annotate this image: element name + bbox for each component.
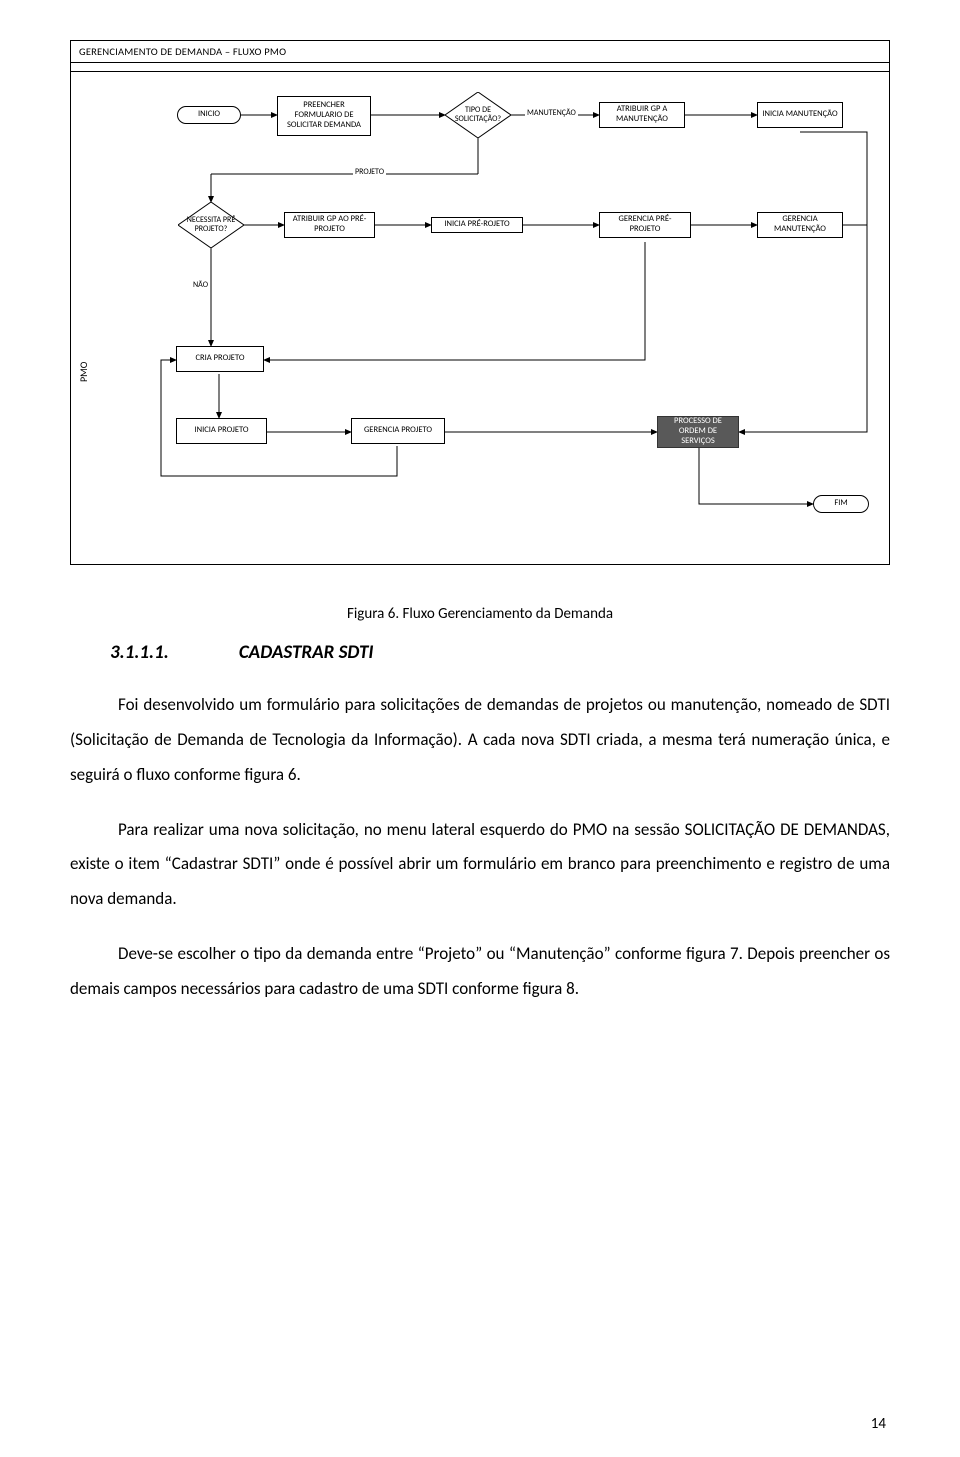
node-inicia-preroj: INICIA PRÉ-ROJETO — [431, 217, 523, 233]
node-atribuir-manutencao: ATRIBUIR GP A MANUTENÇÃO — [599, 102, 685, 128]
node-gerencia-pre: GERENCIA PRÉ-PROJETO — [599, 212, 691, 238]
node-preencher: PREENCHER FORMULARIO DE SOLICITAR DEMAND… — [277, 96, 371, 136]
flowchart-body: PMO INICIO PREENCHER FORMULARIO DE SOLIC… — [71, 72, 889, 564]
page-number: 14 — [871, 1415, 886, 1433]
node-inicia-manutencao: INICIA MANUTENÇÃO — [757, 102, 843, 128]
node-atribuir-pre: ATRIBUIR GP AO PRÉ-PROJETO — [284, 212, 375, 238]
node-tipo: TIPO DE SOLICITAÇÃO? — [445, 92, 511, 138]
node-gerencia-man: GERENCIA MANUTENÇÃO — [757, 212, 843, 238]
flowchart-title: GERENCIAMENTO DE DEMANDA – FLUXO PMO — [71, 41, 889, 63]
node-inicia-projeto: INICIA PROJETO — [176, 418, 267, 444]
edge-label-nao: NÃO — [191, 280, 210, 290]
node-tipo-label: TIPO DE SOLICITAÇÃO? — [445, 92, 511, 138]
flowchart-container: GERENCIAMENTO DE DEMANDA – FLUXO PMO — [70, 40, 890, 565]
edge-label-manutencao: MANUTENÇÃO — [525, 108, 578, 118]
node-gerencia-projeto: GERENCIA PROJETO — [351, 418, 445, 444]
paragraph-2: Para realizar uma nova solicitação, no m… — [70, 813, 890, 918]
node-necessita: NECESSITA PRÉ PROJETO? — [178, 202, 244, 248]
section-heading-title: CADASTRAR SDTI — [239, 641, 374, 664]
node-inicio: INICIO — [177, 106, 241, 124]
paragraph-3: Deve-se escolher o tipo da demanda entre… — [70, 937, 890, 1007]
flowchart-edges — [71, 72, 889, 564]
edge-label-projeto: PROJETO — [353, 167, 386, 177]
lane-label: PMO — [77, 362, 90, 382]
section-heading: 3.1.1.1. CADASTRAR SDTI — [110, 641, 890, 664]
node-necessita-label: NECESSITA PRÉ PROJETO? — [178, 202, 244, 248]
node-processo-os: PROCESSO DE ORDEM DE SERVIÇOS — [657, 416, 739, 448]
node-fim: FIM — [813, 495, 869, 513]
flowchart-subheader — [71, 63, 889, 72]
section-heading-number: 3.1.1.1. — [110, 641, 169, 664]
node-cria-projeto: CRIA PROJETO — [176, 346, 264, 372]
figure-caption: Figura 6. Fluxo Gerenciamento da Demanda — [70, 605, 890, 623]
paragraph-1: Foi desenvolvido um formulário para soli… — [70, 688, 890, 793]
